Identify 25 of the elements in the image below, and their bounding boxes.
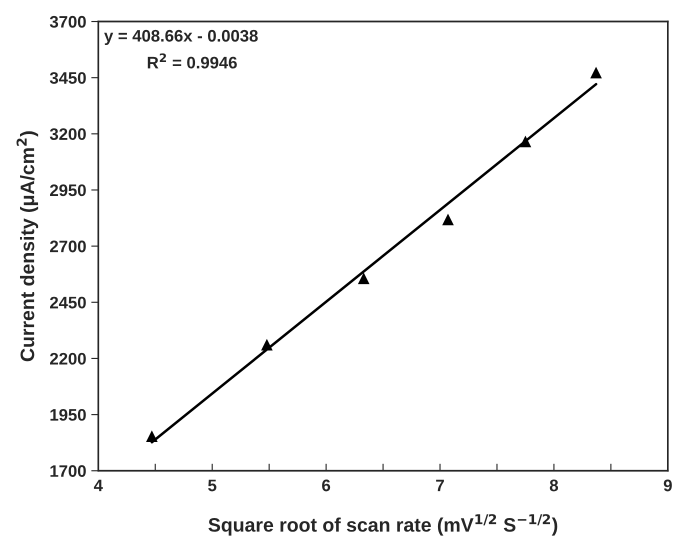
y-tick-label: 1950: [50, 408, 86, 421]
point: [146, 430, 158, 442]
annotation: y = 408.66x - 0.0038: [104, 30, 258, 46]
point: [442, 214, 454, 226]
y-tick-label: 3700: [50, 16, 86, 28]
y-tick-label: 2450: [50, 296, 86, 308]
annotation: R$^{2}$ = 0.9946: [148, 53, 237, 69]
x-tick-label: 7: [436, 480, 444, 492]
y-tick-label: 2700: [50, 240, 86, 252]
y-tick-label: 3450: [50, 72, 86, 84]
point: [590, 66, 602, 78]
y-tick-label: 1700: [50, 465, 86, 477]
x-tick-label: 9: [664, 480, 672, 492]
y-tick-label: 2200: [50, 352, 86, 365]
y-axis-title: Current density (μA/cm$^{2}$): [16, 131, 38, 362]
y-tick-label: 2950: [50, 184, 86, 196]
x-tick-label: 6: [322, 480, 330, 492]
point: [520, 136, 532, 148]
point: [358, 272, 370, 284]
x-axis-title: Square root of scan rate (mV$^{1/2}$ S$^{−1/2}$): [208, 514, 558, 536]
x-tick-label: 5: [208, 480, 216, 492]
point: [261, 338, 273, 351]
x-tick-label: 4: [94, 480, 103, 492]
y-tick-label: 3200: [50, 128, 86, 140]
x-tick-label: 8: [550, 480, 558, 492]
